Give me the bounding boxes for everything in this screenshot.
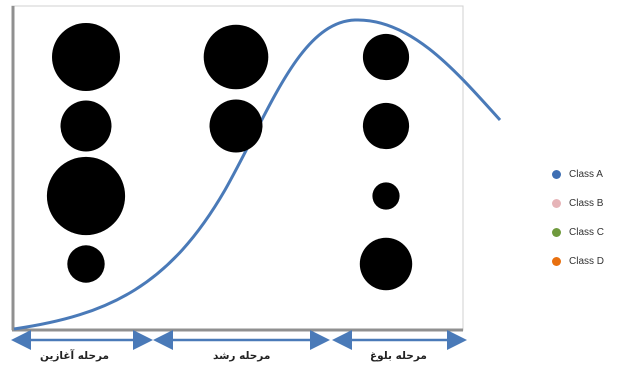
bubble-class-c-stage-3 — [372, 182, 400, 210]
legend-label: Class C — [569, 227, 605, 238]
legend-label: Class B — [569, 198, 604, 209]
lifecycle-curve — [13, 18, 502, 331]
legend-item-class-a: Class A — [552, 160, 618, 189]
legend-item-class-b: Class B — [552, 189, 618, 218]
stage-label-growth: مرحله رشد — [213, 350, 271, 362]
bubble-class-a-stage-2 — [203, 24, 269, 90]
stage-label-initial: مرحله آغازين — [40, 350, 110, 362]
bubble-class-b-stage-3 — [362, 102, 410, 150]
bubble-class-d-stage-3 — [359, 237, 413, 291]
legend-marker-class-a — [552, 170, 561, 179]
legend-item-class-d: Class D — [552, 247, 618, 276]
legend-marker-class-b — [552, 199, 561, 208]
legend-marker-class-c — [552, 228, 561, 237]
bubble-class-a-stage-3 — [362, 33, 410, 81]
bubble-class-d-stage-1 — [67, 245, 105, 283]
legend-marker-class-d — [552, 257, 561, 266]
bubble-class-b-stage-1 — [60, 100, 112, 152]
bubble-class-b-stage-2 — [209, 99, 263, 153]
legend: Class A Class B Class C Class D — [552, 160, 618, 276]
legend-label: Class A — [569, 169, 603, 180]
legend-item-class-c: Class C — [552, 218, 618, 247]
stage-label-maturity: مرحله بلوغ — [370, 350, 427, 362]
bubble-layer — [46, 23, 413, 291]
bubble-class-c-stage-1 — [46, 156, 126, 236]
legend-label: Class D — [569, 256, 605, 267]
bubble-class-a-stage-1 — [52, 23, 120, 91]
